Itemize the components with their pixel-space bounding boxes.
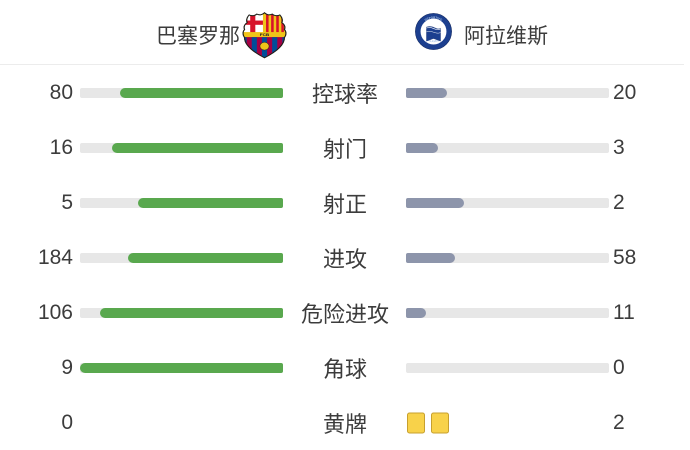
svg-text:FCB: FCB (260, 32, 269, 37)
